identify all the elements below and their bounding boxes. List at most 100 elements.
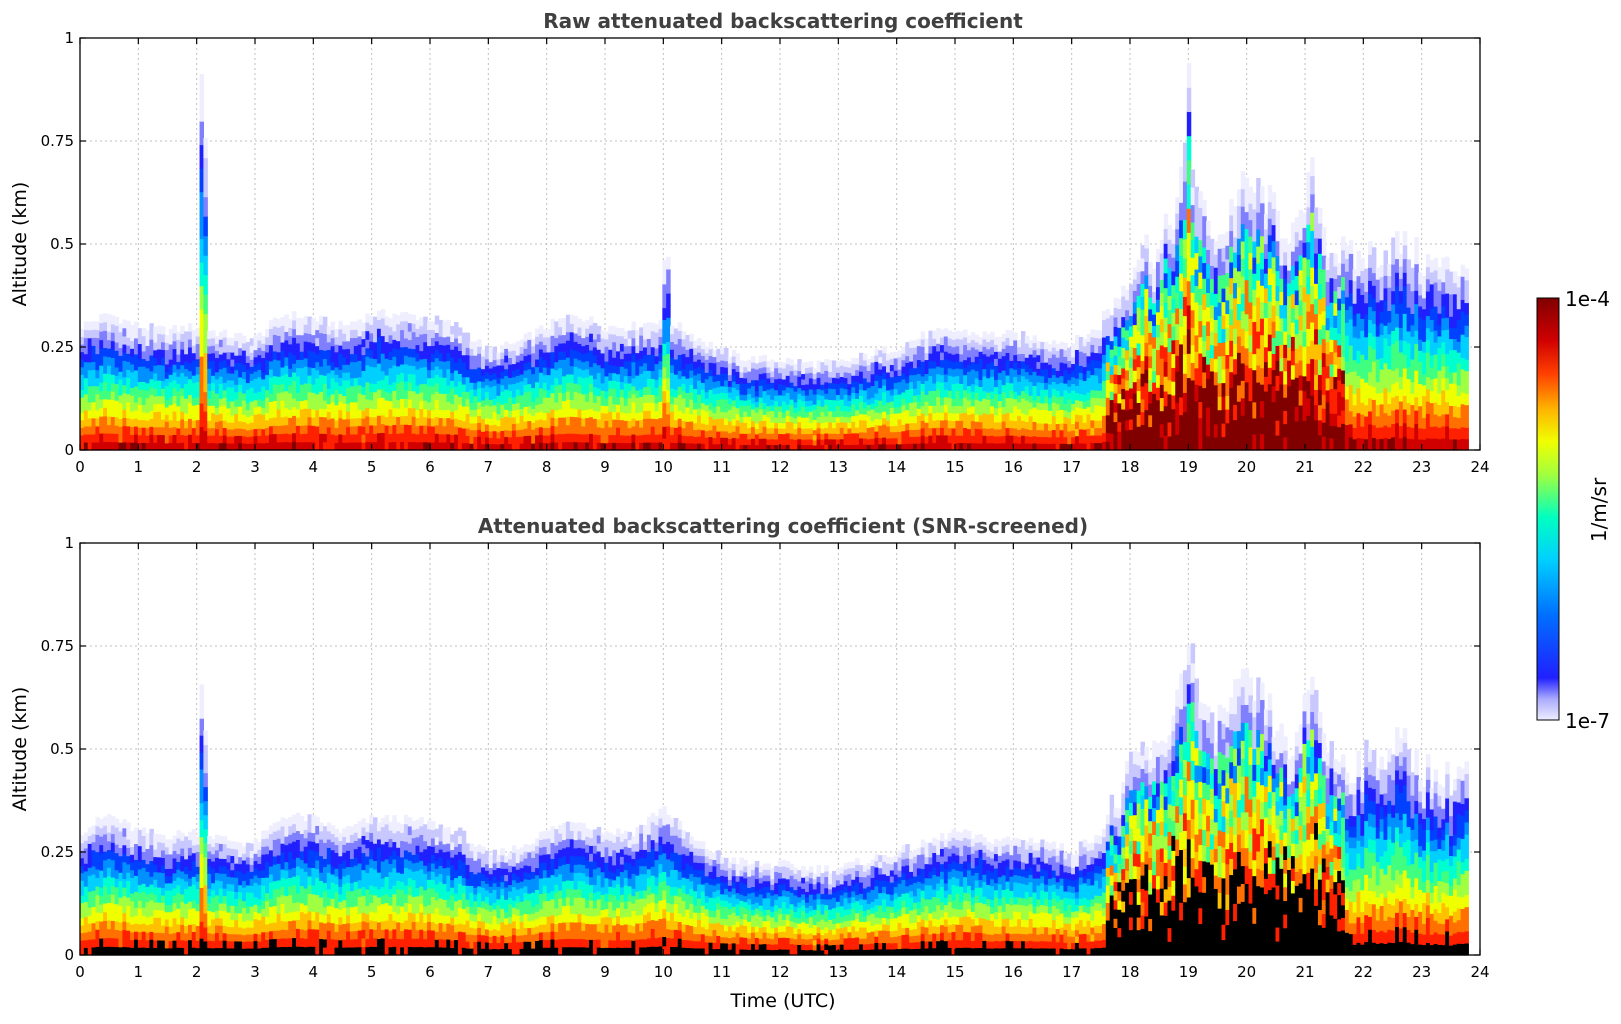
heatmap-cell [554, 354, 558, 363]
heatmap-cell [512, 397, 516, 404]
heatmap-cell [655, 411, 659, 419]
heatmap-cell [1040, 437, 1044, 444]
heatmap-cell [986, 341, 990, 349]
heatmap-cell [1017, 416, 1021, 423]
heatmap-cell [362, 434, 366, 443]
heatmap-cell [863, 372, 867, 379]
heatmap-cell [1152, 280, 1156, 292]
heatmap-cell [377, 389, 381, 398]
heatmap-cell [381, 424, 385, 433]
heatmap-cell [323, 400, 327, 409]
heatmap-cell [1183, 335, 1187, 355]
heatmap-cell [1110, 374, 1114, 383]
heatmap-cell [855, 393, 859, 399]
heatmap-cell [1094, 330, 1098, 338]
heatmap-cell [269, 345, 273, 354]
heatmap-cell [604, 368, 608, 376]
heatmap-cell [558, 425, 562, 434]
heatmap-cell [732, 356, 736, 363]
heatmap-cell [797, 433, 801, 439]
heatmap-cell [103, 433, 107, 442]
heatmap-cell [242, 336, 246, 344]
heatmap-cell [778, 417, 782, 423]
heatmap-cell [1222, 302, 1226, 316]
heatmap-cell [1083, 387, 1087, 395]
heatmap-cell [354, 378, 358, 387]
heatmap-cell [230, 415, 234, 423]
heatmap-cell [948, 368, 952, 376]
heatmap-cell [323, 342, 327, 351]
heatmap-cell [342, 333, 346, 341]
heatmap-cell [1202, 325, 1206, 341]
heatmap-cell [431, 337, 435, 346]
heatmap-cell [739, 405, 743, 411]
heatmap-cell [1171, 422, 1175, 436]
heatmap-cell [739, 372, 743, 378]
heatmap-cell [1183, 316, 1187, 336]
heatmap-cell [593, 355, 597, 364]
heatmap-cell [180, 357, 184, 365]
heatmap-cell [188, 379, 192, 388]
heatmap-cell [1256, 297, 1260, 315]
heatmap-cell [138, 435, 142, 443]
heatmap-cell [265, 367, 269, 375]
heatmap-cell [743, 406, 747, 412]
heatmap-cell [620, 397, 624, 405]
heatmap-cell [570, 433, 574, 442]
heatmap-cell [192, 420, 196, 428]
heatmap-cell [732, 381, 736, 388]
heatmap-cell [859, 371, 863, 378]
heatmap-cell [180, 388, 184, 396]
heatmap-cell [655, 379, 659, 387]
heatmap-cell [527, 384, 531, 392]
heatmap-cell [913, 416, 917, 423]
heatmap-cell [1021, 420, 1025, 428]
heatmap-cell [489, 437, 493, 444]
heatmap-cell [1144, 302, 1148, 316]
heatmap-cell [921, 420, 925, 428]
heatmap-cell [462, 421, 466, 429]
heatmap-cell [1222, 261, 1226, 275]
heatmap-cell [1017, 409, 1021, 416]
heatmap-cell [88, 354, 92, 363]
heatmap-cell [493, 347, 497, 354]
heatmap-cell [581, 402, 585, 411]
heatmap-cell [635, 420, 639, 428]
heatmap-cell [678, 410, 682, 419]
heatmap-cell [439, 336, 443, 345]
heatmap-cell [809, 378, 813, 384]
heatmap-cell [1117, 422, 1121, 432]
heatmap-cell [1040, 416, 1044, 423]
heatmap-cell [1195, 335, 1199, 352]
heatmap-cell [836, 378, 840, 384]
heatmap-cell [705, 372, 709, 379]
heatmap-cell [979, 415, 983, 423]
heatmap-cell [817, 394, 821, 400]
heatmap-cell [751, 391, 755, 397]
heatmap-cell [346, 333, 350, 341]
heatmap-cell [146, 338, 150, 346]
heatmap-cell [678, 330, 682, 339]
heatmap-cell [670, 388, 674, 396]
heatmap-cell [1245, 177, 1249, 195]
heatmap-cell [466, 377, 470, 385]
heatmap-cell [666, 257, 670, 270]
heatmap-cell [431, 418, 435, 427]
heatmap-cell [1144, 396, 1148, 410]
heatmap-cell [639, 404, 643, 412]
heatmap-cell [1033, 378, 1037, 386]
heatmap-cell [1106, 406, 1110, 415]
heatmap-cell [1152, 325, 1156, 337]
heatmap-cell [689, 421, 693, 429]
heatmap-cell [859, 401, 863, 408]
heatmap-cell [1202, 388, 1206, 404]
heatmap-cell [524, 377, 528, 385]
heatmap-cell [481, 425, 485, 432]
heatmap-cell [265, 405, 269, 413]
heatmap-cell [1071, 423, 1075, 430]
heatmap-cell [308, 350, 312, 359]
heatmap-cell [169, 397, 173, 405]
heatmap-cell [643, 331, 647, 340]
heatmap-cell [292, 433, 296, 442]
heatmap-cell [867, 399, 871, 405]
